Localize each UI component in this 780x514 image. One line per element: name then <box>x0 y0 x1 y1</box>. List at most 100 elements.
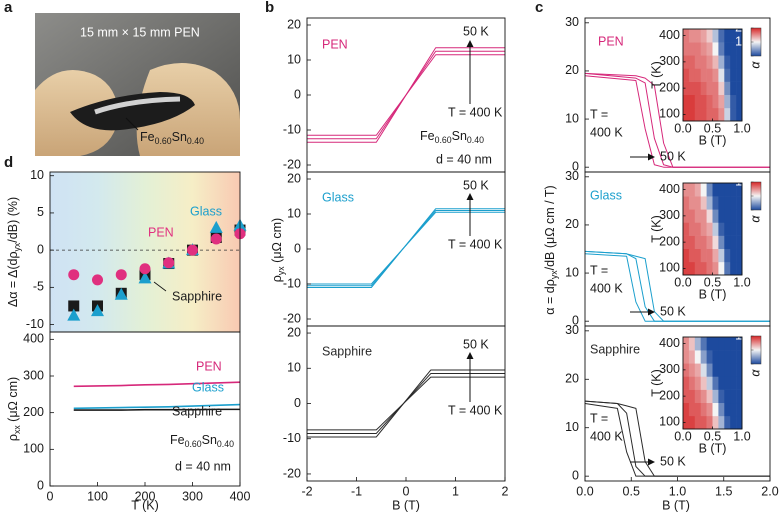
heatmap-cell <box>736 68 743 82</box>
heatmap-cell <box>683 29 690 43</box>
x-tick-label: 300 <box>182 489 203 503</box>
y-tick-label: 10 <box>565 111 579 125</box>
data-line <box>73 381 241 388</box>
x-tick-label: 2 <box>502 484 509 498</box>
data-line <box>73 408 240 411</box>
heatmap-cell <box>694 402 701 417</box>
sample-name: PEN <box>598 34 624 48</box>
heatmap-cell <box>730 261 737 276</box>
heatmap-cell <box>688 363 696 377</box>
text-part: Sn <box>202 433 217 447</box>
y-tick-label: 5 <box>37 205 44 219</box>
arrow-head <box>648 153 655 161</box>
heatmap-cell <box>683 68 690 82</box>
heatmap-cell <box>706 337 713 351</box>
annotation: 50 K <box>660 304 686 318</box>
series-label: PEN <box>148 225 174 239</box>
photo-caption: 15 mm × 15 mm PEN <box>80 25 200 39</box>
heatmap-cell <box>718 402 725 417</box>
heatmap-cell <box>724 55 731 69</box>
text-part: Sn <box>172 130 187 144</box>
annotation: 400 K <box>590 125 623 139</box>
heatmap-cell <box>730 376 737 390</box>
pointer <box>153 281 167 292</box>
y-tick-label: 200 <box>659 234 680 248</box>
y-axis-label: ρxx (μΩ cm) <box>6 377 22 441</box>
x-tick-label: 0.0 <box>576 484 593 498</box>
heatmap-cell <box>700 415 707 430</box>
text-part: Sn <box>452 129 467 143</box>
colorbar-tick-label: 16 <box>735 328 749 342</box>
x-tick-label: 2.0 <box>761 484 778 498</box>
heatmap-cell <box>706 94 713 109</box>
y-axis-label: Δα = Δ(dρyx/dB) (%) <box>6 197 22 307</box>
heatmap-cell <box>718 222 725 236</box>
heatmap-cell <box>730 81 737 96</box>
heatmap-cell <box>688 337 696 351</box>
heatmap-cell <box>724 68 731 82</box>
marker <box>68 269 80 281</box>
subscript: 0.40 <box>187 136 204 146</box>
heatmap-cell <box>694 389 701 404</box>
heatmap-cell <box>730 222 737 236</box>
heatmap-cell <box>688 81 696 96</box>
series-label: Sapphire <box>172 289 222 303</box>
heatmap-cell <box>688 209 696 223</box>
heatmap-cell <box>712 183 719 197</box>
x-tick-label: 1 <box>452 484 459 498</box>
heatmap-cell <box>724 376 731 390</box>
heatmap-cell <box>730 107 737 122</box>
heatmap-cell <box>683 222 690 236</box>
heatmap-cell <box>694 107 701 122</box>
heatmap-cell <box>712 402 719 417</box>
heatmap-cell <box>706 415 713 430</box>
data-line <box>73 403 241 410</box>
heatmap-cell <box>718 107 725 122</box>
heatmap-cell <box>718 350 725 364</box>
y-axis-label: α = dρyx/dB (μΩ cm / T) <box>543 185 559 314</box>
y-tick-label: 20 <box>287 17 301 31</box>
y-tick-label: 10 <box>565 265 579 279</box>
heatmap-cell <box>688 94 696 109</box>
heatmap-cell <box>724 183 731 197</box>
heatmap-cell <box>688 29 696 43</box>
heatmap-cell <box>712 363 719 377</box>
heatmap-cell <box>730 209 737 223</box>
heatmap-cell <box>700 94 707 109</box>
x-tick-label: 0.0 <box>674 275 691 289</box>
heatmap-cell <box>683 81 690 96</box>
y-tick-label: 30 <box>565 323 579 337</box>
x-tick-label: 0.0 <box>674 121 691 135</box>
marker <box>138 271 152 284</box>
x-tick-label: 0.5 <box>704 275 721 289</box>
data-line <box>584 403 770 477</box>
annotation: T = <box>590 411 608 425</box>
heatmap-cell <box>700 376 707 390</box>
y-tick-label: 30 <box>565 169 579 183</box>
heatmap-cell <box>706 222 713 236</box>
marker <box>163 257 175 269</box>
heatmap-cell <box>683 415 690 430</box>
heatmap-cell <box>718 68 725 82</box>
heatmap-cell <box>683 183 690 197</box>
heatmap-cell <box>718 376 725 390</box>
heatmap-cell <box>694 248 701 263</box>
heatmap-cell <box>688 376 696 390</box>
heatmap-cell <box>712 222 719 236</box>
heatmap-cell <box>683 389 690 404</box>
annotation: Fe0.60Sn0.40 <box>170 433 234 449</box>
marker <box>115 269 127 281</box>
heatmap-cell <box>706 248 713 263</box>
annotation: Fe0.60Sn0.40 <box>420 129 484 145</box>
x-axis-label: B (T) <box>699 133 727 147</box>
heatmap-cell <box>730 363 737 377</box>
y-tick-label: 100 <box>659 261 680 275</box>
heatmap-cell <box>700 389 707 404</box>
series-label: Sapphire <box>172 404 222 418</box>
heatmap-cell <box>724 402 731 417</box>
heatmap-cell <box>724 222 731 236</box>
heatmap-cell <box>718 235 725 250</box>
sample-name: Sapphire <box>322 344 372 358</box>
x-axis-label: B (T) <box>662 498 690 512</box>
heatmap-cell <box>736 261 743 276</box>
